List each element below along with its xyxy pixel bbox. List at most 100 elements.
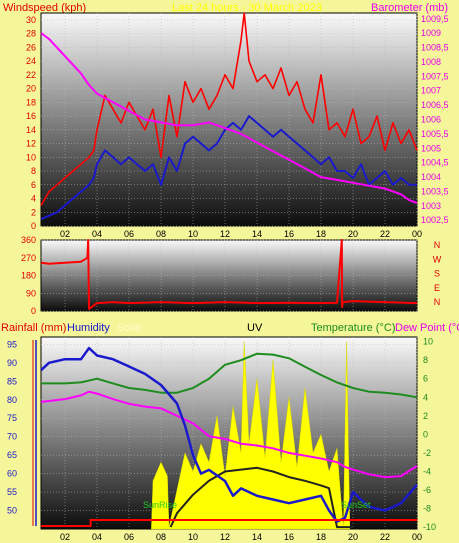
climate-x-tick-label: 02 [60, 532, 70, 542]
direction-tick-label: 90 [26, 288, 36, 298]
temp-tick-label: 0 [423, 429, 428, 439]
baro-tick-label: 1008 [421, 57, 441, 67]
uv-title: UV [247, 322, 263, 334]
wind-x-tick-label: 18 [316, 229, 326, 239]
wind-axes: 0246810121416182022242628301002,51003100… [26, 14, 449, 239]
series-direction [40, 239, 418, 310]
series-dew_point [40, 390, 418, 479]
wind-tick-label: 14 [26, 125, 36, 135]
wind-tick-label: 10 [26, 152, 36, 162]
series-wind_speed [40, 12, 418, 206]
series-humidity [40, 346, 418, 523]
climate-x-tick-label: 12 [220, 532, 230, 542]
wind-tick-label: 12 [26, 139, 36, 149]
series-solar [151, 341, 351, 530]
wind-x-tick-label: 20 [348, 229, 358, 239]
wind-tick-label: 24 [26, 56, 36, 66]
baro-tick-label: 1002,5 [421, 215, 449, 225]
baro-tick-label: 1006 [421, 115, 441, 125]
wind-x-tick-label: 22 [380, 229, 390, 239]
baro-tick-label: 1003 [421, 201, 441, 211]
series-temperature [41, 352, 418, 399]
wind-x-tick-label: 00 [412, 229, 422, 239]
humidity-tick-label: 95 [7, 339, 17, 349]
wind-series [40, 12, 418, 221]
climate-series [40, 341, 418, 530]
baro-tick-label: 1007 [421, 86, 441, 96]
sunset-label: SunSet [341, 500, 371, 510]
baro-tick-label: 1009 [421, 28, 441, 38]
wind-tick-label: 18 [26, 97, 36, 107]
wind-x-tick-label: 14 [252, 229, 262, 239]
temp-tick-label: 6 [423, 374, 428, 384]
wind-x-tick-label: 10 [188, 229, 198, 239]
humidity-tick-label: 85 [7, 376, 17, 386]
series-wind_avg [40, 115, 417, 221]
wind-axis-title: Windspeed (kph) [3, 2, 86, 14]
climate-x-tick-label: 08 [156, 532, 166, 542]
direction-tick-label: 180 [21, 271, 36, 281]
baro-tick-label: 1005 [421, 143, 441, 153]
climate-x-tick-label: 16 [284, 532, 294, 542]
wind-tick-label: 0 [31, 221, 36, 231]
temp-tick-label: -6 [423, 485, 431, 495]
humidity-tick-label: 75 [7, 413, 17, 423]
temp-tick-label: -4 [423, 466, 431, 476]
temp-tick-label: 2 [423, 411, 428, 421]
humidity-tick-label: 60 [7, 469, 17, 479]
wind-tick-label: 30 [26, 15, 36, 25]
temp-tick-label: 8 [423, 355, 428, 365]
compass-label: W [433, 254, 442, 264]
climate-x-tick-label: 14 [252, 532, 262, 542]
wind-tick-label: 20 [26, 84, 36, 94]
wind-tick-label: 6 [31, 180, 36, 190]
sunrise-label: SunRise [143, 500, 177, 510]
climate-axes: 50556065707580859095-10-8-6-4-2024681002… [7, 337, 436, 542]
humidity-tick-label: 50 [7, 506, 17, 516]
direction-series [40, 239, 418, 310]
wind-tick-label: 26 [26, 42, 36, 52]
direction-tick-label: 360 [21, 235, 36, 245]
series-barometer [40, 32, 418, 204]
wind-grid [41, 13, 418, 227]
compass-label: N [434, 297, 441, 307]
climate-x-tick-label: 04 [92, 532, 102, 542]
temp-tick-label: 4 [423, 392, 428, 402]
humidity-tick-label: 90 [7, 358, 17, 368]
humidity-tick-label: 70 [7, 432, 17, 442]
climate-x-tick-label: 22 [380, 532, 390, 542]
baro-tick-label: 1009,5 [421, 14, 449, 24]
humidity-title: Humidity [67, 322, 110, 334]
temp-tick-label: -2 [423, 448, 431, 458]
baro-tick-label: 1005,5 [421, 129, 449, 139]
chart-header: Last 24 hours - 30 March 2023 [172, 2, 322, 14]
rain-title: Rainfall (mm) [1, 322, 66, 334]
wind-x-tick-label: 06 [124, 229, 134, 239]
wind-x-tick-label: 04 [92, 229, 102, 239]
baro-tick-label: 1006,5 [421, 100, 449, 110]
dew-title: Dew Point (°C [395, 322, 459, 334]
temp-tick-label: 10 [423, 337, 433, 347]
baro-tick-label: 1003,5 [421, 186, 449, 196]
wind-tick-label: 4 [31, 194, 36, 204]
wind-x-tick-label: 16 [284, 229, 294, 239]
humidity-tick-label: 80 [7, 395, 17, 405]
baro-tick-label: 1007,5 [421, 71, 449, 81]
wind-tick-label: 28 [26, 29, 36, 39]
climate-x-tick-label: 20 [348, 532, 358, 542]
wind-tick-label: 22 [26, 70, 36, 80]
wind-x-tick-label: 08 [156, 229, 166, 239]
temp-title: Temperature (°C) [311, 322, 395, 334]
climate-x-tick-label: 06 [124, 532, 134, 542]
direction-tick-label: 270 [21, 253, 36, 263]
baro-axis-title: Barometer (mb) [371, 2, 448, 14]
series-uv [169, 466, 353, 529]
humidity-tick-label: 65 [7, 450, 17, 460]
compass-label: S [434, 269, 440, 279]
wind-tick-label: 16 [26, 111, 36, 121]
humidity-tick-label: 55 [7, 487, 17, 497]
temp-tick-label: -10 [423, 522, 436, 532]
wind-tick-label: 8 [31, 166, 36, 176]
wind-tick-label: 2 [31, 207, 36, 217]
